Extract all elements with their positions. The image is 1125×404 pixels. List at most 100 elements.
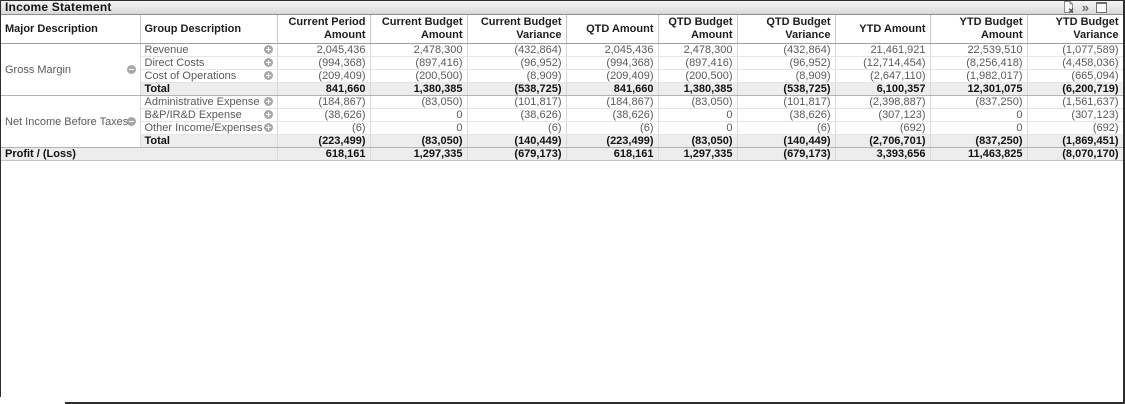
value-cell: (140,449): [467, 134, 567, 148]
caption-icon-group: »: [1062, 1, 1119, 14]
value-cell: 2,478,300: [658, 43, 738, 57]
table-row: Other Income/Expenses (6) 0 (6) (6) 0 (6…: [1, 121, 1124, 135]
value-cell: 1,380,385: [370, 82, 468, 96]
col-header-group-description[interactable]: Group Description: [140, 15, 278, 44]
value-cell: (8,070,170): [1027, 147, 1124, 161]
value-cell: (38,626): [467, 108, 567, 122]
major-label: Gross Margin: [5, 63, 72, 76]
expand-icon[interactable]: [263, 123, 273, 132]
col-header-ytd-budget-amount[interactable]: YTD Budget Amount: [930, 15, 1028, 44]
value-cell: (2,706,701): [835, 134, 931, 148]
col-header-qtd-budget-amount[interactable]: QTD Budget Amount: [658, 15, 738, 44]
value-cell: (6): [467, 121, 567, 135]
group-cell-administrative-expense[interactable]: Administrative Expense: [140, 95, 278, 109]
col-header-ytd-amount[interactable]: YTD Amount: [835, 15, 931, 44]
collapse-icon[interactable]: [126, 64, 136, 74]
value-cell: (83,050): [370, 134, 468, 148]
col-header-current-budget-variance[interactable]: Current Budget Variance: [467, 15, 567, 44]
value-cell: (209,409): [277, 69, 371, 83]
total-row: Total (223,499) (83,050) (140,449) (223,…: [1, 134, 1124, 148]
value-cell: 0: [370, 108, 468, 122]
value-cell: (538,725): [737, 82, 836, 96]
col-header-qtd-budget-variance[interactable]: QTD Budget Variance: [737, 15, 836, 44]
col-header-current-period-amount[interactable]: Current Period Amount: [277, 15, 371, 44]
expand-icon[interactable]: [263, 58, 273, 67]
group-label: Revenue: [144, 44, 189, 56]
major-label: Net Income Before Taxes: [5, 115, 129, 128]
value-cell: (8,909): [467, 69, 567, 83]
value-cell: (538,725): [467, 82, 567, 96]
value-cell: 22,539,510: [930, 43, 1028, 57]
group-label: Cost of Operations: [144, 70, 237, 82]
expand-icon[interactable]: [263, 97, 273, 106]
group-cell-cost-of-operations[interactable]: Cost of Operations: [140, 69, 278, 83]
title-bar[interactable]: Income Statement »: [1, 1, 1123, 15]
value-cell: 2,045,436: [277, 43, 371, 57]
value-cell: 0: [370, 121, 468, 135]
value-cell: 841,660: [566, 82, 659, 96]
collapse-icon[interactable]: [126, 116, 136, 126]
group-label: Administrative Expense: [144, 96, 260, 108]
value-cell: (994,368): [277, 56, 371, 70]
group-cell-bp-ird-expense[interactable]: B&P/IR&D Expense: [140, 108, 278, 122]
value-cell: (209,409): [566, 69, 659, 83]
col-header-current-budget-amount[interactable]: Current Budget Amount: [370, 15, 468, 44]
value-cell: (679,173): [737, 147, 836, 161]
value-cell: (1,561,637): [1027, 95, 1124, 109]
fast-forward-icon[interactable]: »: [1081, 0, 1089, 15]
value-cell: (432,864): [467, 43, 567, 57]
major-cell-gross-margin[interactable]: Gross Margin: [1, 43, 141, 96]
value-cell: (101,817): [467, 95, 567, 109]
expand-icon[interactable]: [263, 45, 273, 54]
table-row: B&P/IR&D Expense (38,626) 0 (38,626) (38…: [1, 108, 1124, 122]
value-cell: 0: [930, 121, 1028, 135]
total-row: Total 841,660 1,380,385 (538,725) 841,66…: [1, 82, 1124, 96]
value-cell: (692): [835, 121, 931, 135]
col-header-ytd-budget-variance[interactable]: YTD Budget Variance: [1027, 15, 1124, 44]
value-cell: 618,161: [566, 147, 659, 161]
value-cell: (200,500): [658, 69, 738, 83]
value-cell: (897,416): [370, 56, 468, 70]
major-cell-net-income-before-taxes[interactable]: Net Income Before Taxes: [1, 95, 141, 148]
value-cell: 3,393,656: [835, 147, 931, 161]
value-cell: (2,647,110): [835, 69, 931, 83]
value-cell: (83,050): [370, 95, 468, 109]
value-cell: (6,200,719): [1027, 82, 1124, 96]
value-cell: 0: [658, 121, 738, 135]
total-label: Total: [144, 135, 170, 147]
group-label: Direct Costs: [144, 57, 205, 69]
value-cell: (38,626): [566, 108, 659, 122]
value-cell: 841,660: [277, 82, 371, 96]
expand-icon[interactable]: [263, 71, 273, 80]
value-cell: 11,463,825: [930, 147, 1028, 161]
group-cell-other-income-expenses[interactable]: Other Income/Expenses: [140, 121, 278, 135]
value-cell: (679,173): [467, 147, 567, 161]
group-cell-direct-costs[interactable]: Direct Costs: [140, 56, 278, 70]
value-cell: (6): [566, 121, 659, 135]
grand-total-label-cell: Profit / (Loss): [1, 147, 278, 161]
col-header-major-description[interactable]: Major Description: [1, 15, 141, 44]
value-cell: (223,499): [277, 134, 371, 148]
group-label: B&P/IR&D Expense: [144, 109, 242, 121]
value-cell: 2,478,300: [370, 43, 468, 57]
total-label: Total: [144, 83, 170, 95]
value-cell: 12,301,075: [930, 82, 1028, 96]
send-to-excel-icon[interactable]: [1062, 1, 1075, 14]
value-cell: (38,626): [737, 108, 836, 122]
value-cell: 1,297,335: [370, 147, 468, 161]
window-border-left: [0, 0, 1, 397]
expand-icon[interactable]: [263, 110, 273, 119]
col-header-qtd-amount[interactable]: QTD Amount: [566, 15, 659, 44]
value-cell: (8,256,418): [930, 56, 1028, 70]
value-cell: (837,250): [930, 134, 1028, 148]
value-cell: 2,045,436: [566, 43, 659, 57]
value-cell: 6,100,357: [835, 82, 931, 96]
value-cell: 1,297,335: [658, 147, 738, 161]
table-row: Net Income Before Taxes Administrative E…: [1, 95, 1124, 148]
value-cell: 21,461,921: [835, 43, 931, 57]
value-cell: (692): [1027, 121, 1124, 135]
group-cell-revenue[interactable]: Revenue: [140, 43, 278, 57]
restore-icon[interactable]: [1096, 2, 1107, 13]
value-cell: (665,094): [1027, 69, 1124, 83]
